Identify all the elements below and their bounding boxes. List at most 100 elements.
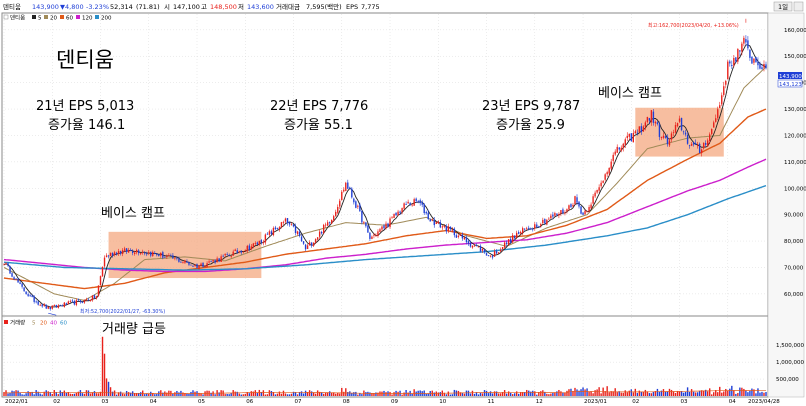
volume-bar [210,392,212,396]
candle-body [218,258,220,262]
candle-body [91,295,94,301]
candle-body [27,294,29,296]
volume-bar [688,391,691,396]
candle-body [357,205,359,207]
volume-bar [640,391,643,396]
candle-body [481,248,484,251]
candle-body [67,301,70,305]
chevron-down-icon[interactable] [793,1,804,12]
volume-bar [592,393,594,396]
candle-body [451,229,454,231]
candle-body [479,245,482,252]
candle-body [698,143,701,154]
candle-body [511,235,514,243]
volume-bar [620,392,622,396]
volume-bar [254,390,257,396]
candle-body [540,224,542,226]
candle-body [312,242,315,246]
volume-bar [230,393,232,396]
candle-body [302,241,305,244]
candle-body [127,250,130,253]
volume-bar [45,390,47,396]
candle-body [761,67,763,70]
volume-bar [288,394,291,396]
candle-body [574,196,576,204]
volume-bar [302,393,305,396]
candle-body [692,142,695,145]
date-tick-label: 07 [295,399,302,405]
candle-body [324,224,327,226]
volume-bar [125,390,128,396]
volume-bar [278,391,281,396]
price-tick-label: 130,000 [784,107,806,113]
annotation-eps22-line2: 증가율 55.1 [284,118,353,133]
volume-bar [248,393,250,396]
volume-bar [97,393,100,396]
volume-bar [522,392,524,396]
candle-body [73,300,76,305]
volume-bar [515,391,518,396]
candle-body [630,133,632,142]
date-tick-label: 10 [439,399,446,405]
volume-bar [150,391,152,396]
volume-bar [493,391,496,396]
candle-body [87,299,90,301]
annotation-low-marker: 최저:52,700(2022/01/27, -63.30%) [80,308,165,315]
candle-body [674,125,677,133]
volume-bar [324,392,327,396]
volume-bar [85,390,88,396]
candle-body [676,123,679,127]
volume-bar [447,391,450,396]
volume-bar [294,392,297,396]
volume-bar [630,389,632,396]
candle-body [131,251,134,254]
candle-body [335,211,337,217]
volume-bar [499,393,502,396]
candle-body [429,219,431,222]
candle-body [652,111,655,123]
timeframe-button[interactable] [773,1,793,12]
volume-bar [727,391,729,396]
candle-body [345,182,347,191]
date-tick-label: 2023/04/28 [748,399,780,405]
volume-bar [322,393,325,396]
candle-body [260,240,263,243]
candle-body [168,255,170,256]
volume-bar [686,387,689,396]
candle-body [375,235,377,236]
volume-bar [121,393,124,396]
volume-bar [530,391,532,396]
candle-body [751,56,753,64]
volume-bar [534,391,536,396]
volume-bar [182,392,184,396]
annotation-eps23-line1: 23년 EPS 9,787 [482,99,580,114]
candle-body [656,122,659,125]
candle-body [200,263,202,267]
candle-body [646,116,649,123]
candle-body [359,204,361,212]
candle-body [711,128,713,134]
volume-bar [596,389,598,396]
volume-bar [608,392,610,396]
volume-bar [373,393,375,396]
volume-bar [520,392,522,396]
candle-body [353,198,355,203]
volume-bar [411,393,413,396]
date-tick-label: 11 [488,399,495,405]
volume-bar [172,393,174,396]
header-eps: 7,775 [361,3,380,11]
volume-bar [160,390,162,396]
candle-body [407,201,409,204]
candle-body [520,231,522,234]
candle-body [397,211,399,216]
candle-body [552,214,554,217]
volume-bar [236,391,238,396]
ma200-line [3,184,767,271]
candle-body [47,306,49,309]
legend-ma5: 5 [38,16,42,22]
candle-body [499,249,502,252]
volume-bar [312,392,315,396]
volume-bar [99,391,102,396]
volume-bars [3,336,767,396]
candle-body [475,244,478,246]
